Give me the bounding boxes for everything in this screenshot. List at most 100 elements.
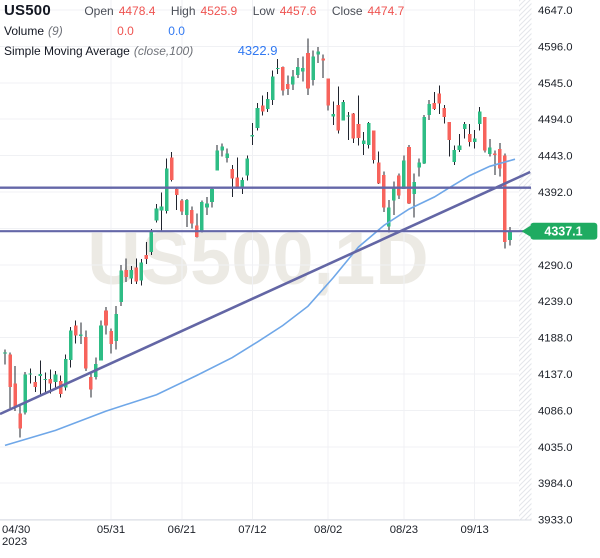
candle-body — [18, 413, 22, 429]
price-tick-label: 4239.0 — [538, 296, 573, 308]
candle-body — [190, 209, 194, 224]
candle-body — [164, 168, 169, 212]
candle-body — [437, 93, 442, 104]
price-tick-label: 4188.0 — [538, 333, 573, 345]
candle-body — [498, 149, 502, 169]
candle-body — [84, 336, 88, 369]
volume-params: (9) — [48, 24, 63, 38]
candle-body — [129, 269, 133, 279]
trendline[interactable] — [0, 170, 531, 416]
candle-body — [442, 107, 447, 118]
candle-body — [296, 67, 300, 75]
candle-body — [38, 374, 43, 377]
candles-layer — [3, 38, 512, 438]
candle-body — [235, 177, 240, 188]
price-tick-label: 4035.0 — [538, 442, 573, 454]
sma-100-line[interactable] — [4, 158, 516, 447]
candle-body — [154, 208, 159, 221]
candle-body — [311, 56, 315, 80]
candle-body — [321, 58, 325, 61]
price-tick-label: 4086.0 — [538, 405, 573, 417]
candle-body — [169, 157, 174, 180]
candle-body — [230, 169, 234, 179]
candle-body — [432, 102, 436, 110]
time-label: 08/02 — [314, 524, 342, 536]
candle-body — [73, 325, 78, 336]
ohlc-close: Close 4474.7 — [332, 4, 404, 18]
candle-body — [200, 202, 204, 231]
candle-body — [291, 76, 295, 85]
low-value: 4457.6 — [279, 4, 317, 18]
price-axis-hatch — [519, 0, 532, 520]
price-tick-label: 4545.0 — [538, 78, 573, 90]
candle-body — [326, 78, 330, 106]
price-tick-label: 4137.0 — [538, 369, 573, 381]
candle-body — [63, 359, 68, 388]
candle-body — [250, 134, 255, 137]
candle-body — [33, 381, 38, 387]
candle-body — [114, 314, 118, 342]
candle-body — [260, 105, 265, 112]
candle-body — [89, 376, 93, 390]
candle-body — [265, 99, 270, 110]
candle-body — [331, 114, 335, 117]
candle-body — [392, 186, 396, 201]
candle-body — [215, 150, 219, 171]
high-value: 4525.9 — [200, 4, 238, 18]
candle-body — [179, 200, 184, 212]
price-tick-label: 4392.0 — [538, 187, 573, 199]
candle-body — [482, 117, 487, 151]
candle-body — [462, 124, 467, 130]
symbol-title[interactable]: US500 — [4, 2, 51, 19]
price-tick-label: 4494.0 — [538, 114, 573, 126]
candle-body — [109, 331, 113, 344]
last-price-label: 4337.1 — [521, 222, 598, 240]
candle-body — [407, 147, 411, 204]
candle-body — [371, 130, 376, 160]
candle-body — [144, 254, 149, 260]
candle-body — [270, 76, 275, 100]
candle-body — [457, 145, 462, 150]
candle-body — [336, 104, 341, 131]
candle-body — [134, 267, 139, 282]
ohlc-high: High 4525.9 — [171, 4, 237, 18]
sma-label: Simple Moving Average — [4, 44, 130, 58]
sma-indicator-row[interactable]: Simple Moving Average (close,100) 4322.9 — [4, 42, 404, 62]
candle-body — [366, 122, 371, 145]
candle-body — [422, 117, 426, 164]
time-label: 04/30 — [2, 524, 30, 536]
candle-body — [472, 138, 477, 143]
time-label: 08/23 — [390, 524, 418, 536]
candle-body — [493, 153, 497, 155]
volume-value-2: 0.0 — [168, 24, 185, 38]
volume-indicator-row[interactable]: Volume (9) 0.0 0.0 — [4, 22, 404, 42]
candle-body — [13, 383, 17, 408]
time-label: 09/13 — [460, 524, 488, 536]
candle-body — [356, 124, 361, 138]
candle-body — [185, 199, 189, 215]
volume-value-1: 0.0 — [117, 24, 134, 38]
price-axis[interactable]: 4647.0 4596.0 4545.0 4494.0 4443.0 4392.0 4290… — [538, 5, 573, 527]
candle-body — [402, 160, 406, 190]
candle-body — [427, 104, 431, 115]
candle-body — [306, 52, 310, 89]
ohlc-open: Open 4478.4 — [84, 4, 155, 18]
price-tick-label: 4596.0 — [538, 41, 573, 53]
candle-body — [508, 231, 512, 240]
candle-body — [351, 113, 356, 139]
candle-body — [275, 67, 280, 69]
candle-body — [488, 147, 492, 155]
price-tick-label: 3933.0 — [538, 515, 573, 527]
price-tick-label: 4647.0 — [538, 5, 573, 17]
candle-body — [139, 262, 144, 281]
candle-body — [8, 354, 12, 387]
candle-body — [159, 206, 164, 211]
candle-body — [452, 149, 457, 162]
candle-body — [119, 270, 123, 302]
last-price-value: 4337.1 — [544, 224, 582, 238]
time-label: 07/12 — [238, 524, 266, 536]
candle-body — [341, 102, 346, 121]
time-label: 05/31 — [97, 524, 125, 536]
